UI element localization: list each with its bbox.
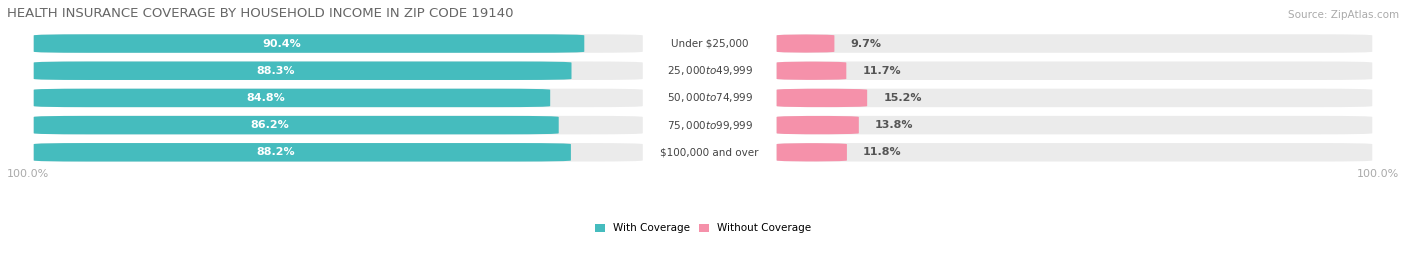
Text: Source: ZipAtlas.com: Source: ZipAtlas.com xyxy=(1288,10,1399,20)
Text: 100.0%: 100.0% xyxy=(1357,169,1399,179)
Text: 84.8%: 84.8% xyxy=(247,93,285,103)
FancyBboxPatch shape xyxy=(34,116,643,134)
Text: 100.0%: 100.0% xyxy=(7,169,49,179)
FancyBboxPatch shape xyxy=(776,62,846,80)
Legend: With Coverage, Without Coverage: With Coverage, Without Coverage xyxy=(591,219,815,237)
FancyBboxPatch shape xyxy=(34,143,571,162)
FancyBboxPatch shape xyxy=(776,34,1372,53)
FancyBboxPatch shape xyxy=(34,89,550,107)
FancyBboxPatch shape xyxy=(34,89,643,107)
Text: 88.2%: 88.2% xyxy=(256,147,295,157)
FancyBboxPatch shape xyxy=(776,143,1372,162)
Text: $75,000 to $99,999: $75,000 to $99,999 xyxy=(666,119,752,132)
FancyBboxPatch shape xyxy=(34,34,643,53)
Text: HEALTH INSURANCE COVERAGE BY HOUSEHOLD INCOME IN ZIP CODE 19140: HEALTH INSURANCE COVERAGE BY HOUSEHOLD I… xyxy=(7,8,513,20)
FancyBboxPatch shape xyxy=(34,34,585,53)
FancyBboxPatch shape xyxy=(776,143,846,162)
FancyBboxPatch shape xyxy=(776,34,834,53)
FancyBboxPatch shape xyxy=(34,62,643,80)
Text: 86.2%: 86.2% xyxy=(250,120,290,130)
FancyBboxPatch shape xyxy=(34,62,571,80)
Text: $25,000 to $49,999: $25,000 to $49,999 xyxy=(666,64,752,77)
Text: 9.7%: 9.7% xyxy=(851,38,882,48)
FancyBboxPatch shape xyxy=(776,89,868,107)
Text: $50,000 to $74,999: $50,000 to $74,999 xyxy=(666,91,752,104)
Text: 88.3%: 88.3% xyxy=(256,66,295,76)
FancyBboxPatch shape xyxy=(34,116,558,134)
Text: 13.8%: 13.8% xyxy=(875,120,914,130)
Text: 90.4%: 90.4% xyxy=(262,38,301,48)
FancyBboxPatch shape xyxy=(776,116,1372,134)
Text: 11.8%: 11.8% xyxy=(863,147,901,157)
Text: Under $25,000: Under $25,000 xyxy=(671,38,748,48)
FancyBboxPatch shape xyxy=(776,116,859,134)
Text: $100,000 and over: $100,000 and over xyxy=(661,147,759,157)
FancyBboxPatch shape xyxy=(34,143,643,162)
FancyBboxPatch shape xyxy=(776,89,1372,107)
Text: 15.2%: 15.2% xyxy=(883,93,922,103)
FancyBboxPatch shape xyxy=(776,62,1372,80)
Text: 11.7%: 11.7% xyxy=(862,66,901,76)
